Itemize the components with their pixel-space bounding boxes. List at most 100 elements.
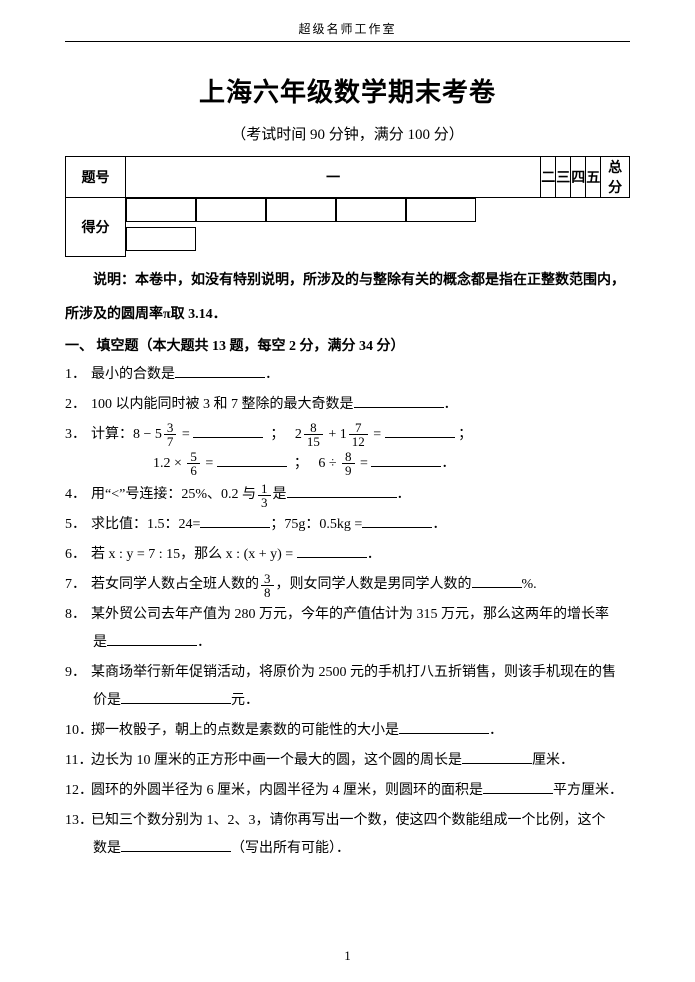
q6-tail: ． bbox=[367, 547, 381, 562]
q11-a: 边长为 10 厘米的正方形中画一个最大的圆，这个圆的周长是 bbox=[91, 753, 462, 768]
q6-num: 6． bbox=[65, 541, 91, 569]
q5: 5．求比值：1.5：24=；75g：0.5kg =． bbox=[65, 511, 630, 539]
q9-unit: 元． bbox=[231, 693, 259, 708]
section-1-head: 一、 填空题（本大题共 13 题，每空 2 分，满分 34 分） bbox=[65, 335, 630, 355]
q2-num: 2． bbox=[65, 391, 91, 419]
q12-a: 圆环的外圆半径为 6 厘米，内圆半径为 4 厘米，则圆环的面积是 bbox=[91, 783, 483, 798]
q3: 3．计算：8 − 537 = ； 2815 + 1712 = ； 1.2 × 5… bbox=[65, 421, 630, 480]
th-2: 二 bbox=[541, 157, 556, 198]
q8-a: 某外贸公司去年产值为 280 万元，今年的产值估计为 315 万元，那么这两年的… bbox=[91, 607, 609, 622]
q12-unit: 平方厘米． bbox=[553, 783, 623, 798]
frac-num: 8 bbox=[342, 450, 355, 464]
q12-blank bbox=[483, 780, 553, 794]
q3-tail: ． bbox=[441, 456, 455, 471]
q3-sep2: ； bbox=[458, 427, 472, 442]
q13: 13．已知三个数分别为 1、2、3，请你再写出一个数，使这四个数能组成一个比例，… bbox=[65, 807, 630, 863]
th-1: 一 bbox=[126, 157, 541, 198]
q5-blank-2 bbox=[362, 514, 432, 528]
frac-num: 1 bbox=[258, 482, 271, 496]
th-total: 总分 bbox=[601, 157, 630, 198]
q3-sep1: ； bbox=[270, 427, 288, 442]
header-text: 超级名师工作室 bbox=[65, 20, 630, 41]
q3-frac-3: 56 bbox=[187, 450, 200, 477]
q1: 1．最小的合数是． bbox=[65, 361, 630, 389]
q6: 6．若 x : y = 7 : 15，那么 x : (x + y) = ． bbox=[65, 541, 630, 569]
score-cell-1 bbox=[126, 198, 196, 222]
q10-tail: ． bbox=[489, 723, 503, 738]
q9: 9．某商场举行新年促销活动，将原价为 2500 元的手机打八五折销售，则该手机现… bbox=[65, 659, 630, 715]
question-list: 1．最小的合数是． 2．100 以内能同时被 3 和 7 整除的最大奇数是． 3… bbox=[65, 361, 630, 864]
th-5: 五 bbox=[586, 157, 601, 198]
frac-den: 15 bbox=[304, 435, 323, 448]
doc-subtitle: （考试时间 90 分钟，满分 100 分） bbox=[65, 123, 630, 144]
td-score-label: 得分 bbox=[66, 198, 126, 257]
q7-frac: 38 bbox=[261, 572, 274, 599]
frac-num: 8 bbox=[304, 421, 323, 435]
th-4: 四 bbox=[571, 157, 586, 198]
q4-tail: ． bbox=[397, 487, 411, 502]
q8-b: 是 bbox=[93, 629, 107, 657]
q1-blank bbox=[175, 364, 265, 378]
q3-sep3: ； bbox=[294, 456, 312, 471]
q12: 12．圆环的外圆半径为 6 厘米，内圆半径为 4 厘米，则圆环的面积是平方厘米． bbox=[65, 777, 630, 805]
th-3: 三 bbox=[556, 157, 571, 198]
q5-b: ；75g：0.5kg = bbox=[270, 517, 362, 532]
score-table-score-row: 得分 bbox=[66, 198, 630, 257]
frac-den: 9 bbox=[342, 464, 355, 477]
q3-p2eq: = bbox=[370, 427, 385, 442]
q3-p4eq: = bbox=[357, 456, 372, 471]
q3-p3a: 1.2 × bbox=[153, 456, 185, 471]
q3-p2a: 2 bbox=[295, 427, 302, 442]
q7-tail: %. bbox=[522, 577, 537, 592]
q4-frac: 13 bbox=[258, 482, 271, 509]
q11-blank bbox=[462, 750, 532, 764]
q3-p1a: 8 − 5 bbox=[133, 427, 162, 442]
q10-blank bbox=[399, 720, 489, 734]
q8-blank bbox=[107, 632, 197, 646]
q3-frac-2b: 712 bbox=[349, 421, 368, 448]
q8: 8．某外贸公司去年产值为 280 万元，今年的产值估计为 315 万元，那么这两… bbox=[65, 601, 630, 657]
score-cell-2 bbox=[196, 198, 266, 222]
q8-tail: ． bbox=[197, 635, 211, 650]
q1-num: 1． bbox=[65, 361, 91, 389]
frac-den: 7 bbox=[164, 435, 177, 448]
q3-p2mid: + 1 bbox=[325, 427, 347, 442]
q3-blank-2 bbox=[385, 424, 455, 438]
q7-blank bbox=[472, 574, 522, 588]
q6-blank bbox=[297, 544, 367, 558]
q4-a: 用“<”号连接：25%、0.2 与 bbox=[91, 487, 256, 502]
q11-num: 11． bbox=[65, 747, 91, 775]
q13-num: 13． bbox=[65, 807, 91, 835]
q3-blank-4 bbox=[371, 453, 441, 467]
q3-p4a: 6 ÷ bbox=[318, 456, 340, 471]
frac-num: 3 bbox=[164, 421, 177, 435]
q7-a: 若女同学人数占全班人数的 bbox=[91, 577, 259, 592]
frac-num: 3 bbox=[261, 572, 274, 586]
q11-unit: 厘米． bbox=[532, 753, 574, 768]
q3-frac-1: 37 bbox=[164, 421, 177, 448]
frac-num: 5 bbox=[187, 450, 200, 464]
score-cell-total bbox=[126, 227, 196, 251]
score-table: 题号 一 二 三 四 五 总分 得分 bbox=[65, 156, 630, 257]
q8-num: 8． bbox=[65, 601, 91, 629]
page: 超级名师工作室 上海六年级数学期末考卷 （考试时间 90 分钟，满分 100 分… bbox=[0, 0, 695, 982]
q9-num: 9． bbox=[65, 659, 91, 687]
q3-num: 3． bbox=[65, 421, 91, 449]
frac-den: 6 bbox=[187, 464, 200, 477]
q2-tail: ． bbox=[444, 397, 458, 412]
q2: 2．100 以内能同时被 3 和 7 整除的最大奇数是． bbox=[65, 391, 630, 419]
q5-a: 求比值：1.5：24= bbox=[91, 517, 200, 532]
q13-a: 已知三个数分别为 1、2、3，请你再写出一个数，使这四个数能组成一个比例，这个 bbox=[91, 813, 606, 828]
q4-b: 是 bbox=[273, 487, 287, 502]
q2-blank bbox=[354, 394, 444, 408]
q7-num: 7． bbox=[65, 571, 91, 599]
q13-b: 数是 bbox=[93, 835, 121, 863]
frac-den: 12 bbox=[349, 435, 368, 448]
q5-blank-1 bbox=[200, 514, 270, 528]
header-rule bbox=[65, 41, 630, 42]
q13-blank bbox=[121, 838, 231, 852]
frac-den: 8 bbox=[261, 586, 274, 599]
q4-num: 4． bbox=[65, 481, 91, 509]
q5-tail: ． bbox=[432, 517, 446, 532]
q3-blank-3 bbox=[217, 453, 287, 467]
